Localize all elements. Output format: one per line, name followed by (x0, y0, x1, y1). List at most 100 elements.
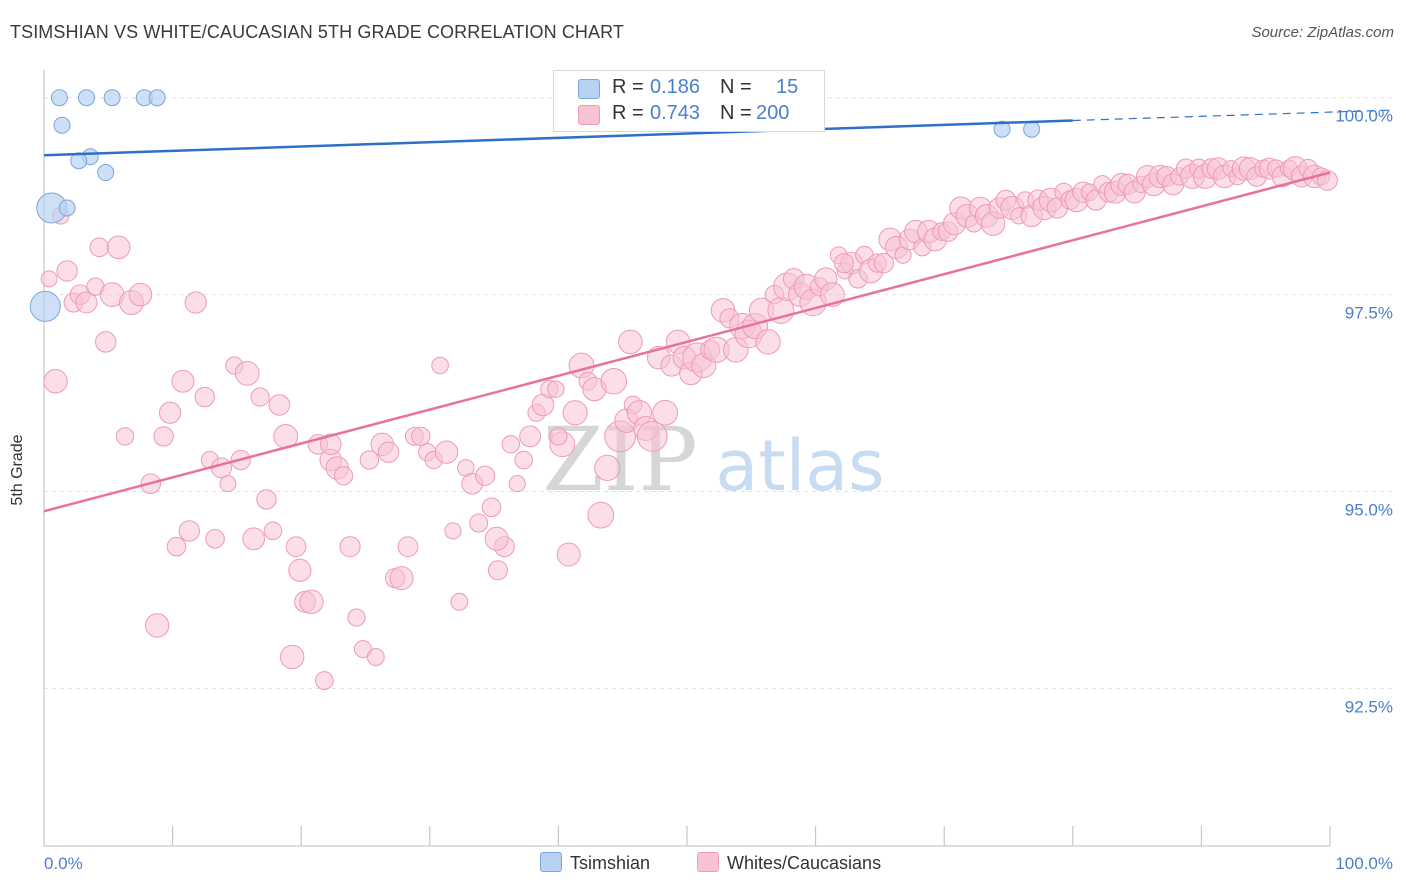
whites-point (652, 399, 679, 426)
whites-point (562, 400, 588, 426)
whites-point (285, 536, 307, 558)
whites-point (411, 426, 431, 447)
whites-point (594, 454, 621, 482)
x-tick-label-0: 0.0% (44, 854, 83, 873)
whites-point (158, 401, 182, 424)
whites-point (178, 520, 201, 542)
legend-n-label: N = (720, 76, 752, 98)
whites-point (268, 394, 291, 416)
whites-point (389, 566, 414, 591)
y-tick-label-3: 100.0% (1335, 107, 1393, 126)
whites-point (755, 329, 781, 355)
whites-point (359, 450, 380, 470)
whites-point (444, 522, 462, 540)
tsimshian-point (53, 116, 71, 134)
whites-point (234, 360, 260, 386)
legend-r-value-tsimshian: 0.186 (650, 76, 701, 98)
tick-labels: 92.5% 95.0% 97.5% 100.0% 0.0% 100.0% (44, 107, 1393, 873)
whites-point (205, 529, 225, 549)
whites-point (377, 441, 400, 463)
whites-point (636, 421, 668, 452)
whites-point (339, 536, 361, 558)
x-tick-label-1: 100.0% (1335, 854, 1393, 873)
whites-point (56, 260, 78, 282)
y-tick-label-1: 95.0% (1345, 501, 1393, 520)
source-attribution: Source: ZipAtlas.com (1251, 24, 1394, 41)
whites-point (819, 282, 845, 308)
bottom-legend-tsimshian: Tsimshian (540, 852, 650, 874)
tsimshian-point (50, 89, 68, 107)
whites-point (219, 475, 237, 493)
tsimshian-point (58, 199, 76, 217)
whites-point (549, 427, 568, 446)
legend-row-whites: R = 0.743 N = 200 (554, 101, 824, 127)
whites-point (618, 329, 643, 355)
whites-point (288, 558, 312, 582)
whites-point (171, 369, 195, 393)
legend-n-value-whites: 200 (756, 102, 790, 124)
tsimshian-point (148, 89, 166, 107)
tsimshian-point (29, 290, 61, 322)
whites-trend-line (43, 171, 1331, 513)
whites-point (250, 387, 270, 407)
whites-point (75, 291, 98, 314)
whites-point (397, 536, 419, 558)
bottom-legend-whites: Whites/Caucasians (697, 852, 881, 874)
whites-point (431, 356, 449, 375)
whites-point (501, 435, 521, 454)
stats-legend: R = 0.186 N = 15 R = 0.743 N = 200 (553, 70, 825, 132)
bottom-legend-label-whites: Whites/Caucasians (727, 853, 882, 873)
watermark: ZIP atlas (542, 408, 884, 511)
whites-point (366, 647, 385, 666)
whites-point (587, 501, 615, 529)
whites-point (469, 513, 489, 533)
whites-point (353, 640, 372, 659)
chart-title: TSIMSHIAN VS WHITE/CAUCASIAN 5TH GRADE C… (10, 22, 625, 42)
whites-point (484, 526, 509, 551)
whites-point (89, 237, 110, 258)
whites-point (194, 386, 215, 408)
legend-n-label: N = (720, 102, 752, 124)
whites-point (474, 465, 496, 486)
tsimshian-point (993, 120, 1011, 138)
whites-point (256, 489, 277, 510)
whites-point (242, 527, 266, 551)
watermark-atlas: atlas (715, 425, 884, 507)
whites-point (43, 369, 68, 394)
whites-point (508, 475, 526, 493)
whites-point (314, 671, 334, 690)
tsimshian-point (1023, 120, 1041, 138)
whites-point (279, 644, 305, 670)
whites-point (547, 380, 565, 398)
whites-point (347, 608, 366, 627)
whites-point (334, 466, 354, 486)
y-tick-label-2: 97.5% (1345, 304, 1393, 323)
whites-point (481, 497, 502, 518)
whites-point (210, 457, 232, 479)
bottom-legend-swatch-whites (697, 852, 719, 872)
tsimshian-point (77, 89, 95, 107)
whites-point (833, 253, 854, 274)
whites-point (556, 542, 581, 567)
whites-point (115, 427, 135, 446)
tsimshian-trend-line (43, 119, 1073, 157)
whites-point (487, 560, 508, 581)
legend-r-value-whites: 0.743 (650, 102, 701, 124)
bottom-legend-label-tsimshian: Tsimshian (570, 853, 651, 873)
legend-r-label: R = (612, 102, 644, 124)
whites-point (144, 613, 170, 638)
legend-r-label: R = (612, 76, 644, 98)
tsimshian-points (29, 89, 1041, 322)
legend-n-value-tsimshian: 15 (776, 76, 799, 98)
tsimshian-point (103, 89, 121, 107)
legend-swatch-tsimshian (578, 79, 600, 99)
whites-point (519, 425, 542, 448)
whites-point (128, 282, 153, 307)
whites-point (153, 426, 174, 447)
tsimshian-point (70, 152, 88, 170)
whites-point (450, 592, 469, 611)
tsimshian-point (97, 164, 115, 182)
whites-point (40, 270, 58, 288)
whites-point (600, 367, 627, 395)
